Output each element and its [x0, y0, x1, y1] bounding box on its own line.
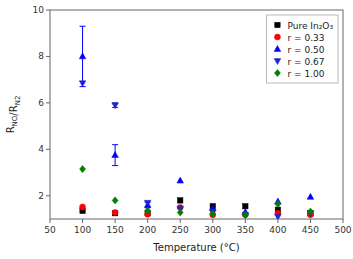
point — [79, 81, 86, 87]
y-axis-label: RNO/RN2 — [5, 96, 22, 134]
point — [307, 208, 313, 215]
legend-box — [266, 15, 338, 83]
x-tick — [310, 219, 311, 223]
legend-marker — [274, 69, 280, 76]
y-tick-label: 10 — [33, 5, 45, 15]
point — [112, 152, 119, 158]
x-tick-label: 450 — [302, 225, 319, 235]
x-tick-label: 50 — [44, 225, 56, 235]
legend-label: r = 0.33 — [287, 33, 324, 43]
legend-label: r = 1.00 — [287, 69, 324, 79]
x-tick — [147, 219, 148, 223]
series — [80, 165, 314, 218]
legend: Pure In₂O₃ r = 0.33 r = 0.50 r = 0.67 r = 1.… — [266, 15, 338, 83]
x-tick — [245, 219, 246, 223]
x-tick-label: 150 — [107, 225, 124, 235]
x-tick-label: 350 — [237, 225, 254, 235]
x-tick — [212, 219, 213, 223]
legend-marker — [274, 34, 280, 40]
x-tick — [180, 219, 181, 223]
y-tick-label: 6 — [38, 98, 44, 108]
legend-label: r = 0.67 — [287, 57, 324, 67]
y-tick — [46, 149, 50, 150]
point — [275, 200, 281, 207]
legend-label: Pure In₂O₃ — [287, 21, 333, 31]
legend-marker — [275, 22, 280, 27]
point — [177, 209, 183, 216]
point — [210, 210, 216, 217]
y-tick — [46, 56, 50, 57]
error-bar — [112, 145, 118, 166]
y-tick-label: 2 — [38, 191, 44, 201]
point — [112, 197, 118, 204]
series — [79, 81, 313, 219]
x-tick — [343, 219, 344, 223]
point — [145, 207, 151, 214]
y-tick — [46, 102, 50, 103]
point — [80, 165, 86, 172]
error-bar — [80, 26, 86, 86]
point — [112, 210, 117, 215]
x-tick — [115, 219, 116, 223]
legend-marker — [274, 59, 281, 65]
y-tick — [46, 10, 50, 11]
x-tick-label: 400 — [269, 225, 286, 235]
point — [144, 200, 151, 206]
x-tick-label: 100 — [74, 225, 91, 235]
point — [275, 214, 282, 219]
x-tick-label: 500 — [334, 225, 351, 235]
point — [242, 211, 248, 218]
x-tick — [50, 219, 51, 223]
point — [178, 198, 183, 203]
point — [177, 177, 184, 183]
legend-marker — [274, 45, 281, 51]
point — [79, 53, 86, 59]
point — [112, 103, 119, 109]
x-axis-label: Temperature (°C) — [152, 242, 239, 253]
y-tick — [46, 195, 50, 196]
y-tick-label: 8 — [38, 51, 44, 61]
point — [80, 204, 86, 210]
point — [307, 193, 314, 199]
point — [112, 209, 118, 215]
x-tick — [277, 219, 278, 223]
x-tick-label: 200 — [139, 225, 156, 235]
plot-frame — [50, 10, 343, 219]
series — [80, 198, 313, 216]
x-tick — [82, 219, 83, 223]
y-tick-label: 4 — [38, 144, 44, 154]
legend-label: r = 0.50 — [287, 45, 324, 55]
x-tick-label: 250 — [172, 225, 189, 235]
x-tick-label: 300 — [204, 225, 221, 235]
chart: 50 100 150 200 250 300 350 400 450 500 2 4 6 8 10 Tempe… — [0, 0, 353, 259]
point — [242, 212, 248, 218]
